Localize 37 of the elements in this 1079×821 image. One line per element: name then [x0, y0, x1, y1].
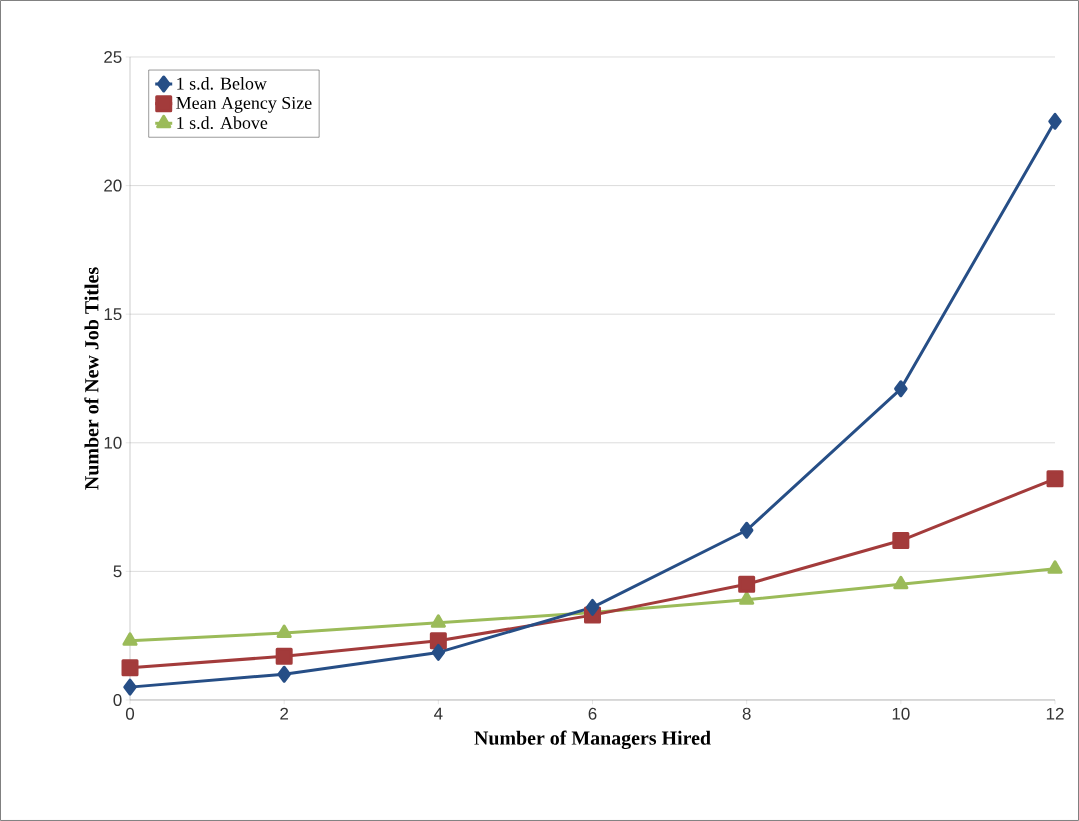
y-tick-label: 10 [104, 436, 122, 449]
point [429, 632, 447, 650]
point [431, 643, 446, 661]
y-axis-title: Number of New Job Titles [84, 267, 99, 490]
point [1046, 470, 1064, 488]
x-tick-label: 2 [280, 707, 289, 720]
point [1048, 112, 1062, 130]
point [1047, 560, 1063, 574]
point [738, 575, 756, 593]
legend-label: 1 s.d. Below [177, 77, 267, 90]
point [276, 624, 292, 639]
x-tick-label: 4 [434, 707, 443, 720]
point [739, 591, 755, 605]
point [739, 521, 754, 539]
legend-label: Mean Agency Size [176, 96, 312, 113]
point [275, 647, 293, 665]
y-tick-label: 25 [104, 50, 122, 63]
y-tick-label: 15 [104, 308, 122, 321]
point [585, 598, 600, 616]
point [430, 614, 446, 628]
x-axis-title: Number of Managers Hired [474, 730, 711, 750]
x-tick-label: 6 [588, 707, 597, 720]
point [894, 380, 908, 398]
y-tick-label: 20 [104, 179, 122, 192]
x-tick-label: 12 [1046, 707, 1064, 720]
legend-label: 1 s.d. Above [177, 116, 268, 130]
point [893, 575, 909, 590]
point [123, 678, 137, 696]
x-tick-label: 10 [892, 707, 910, 720]
y-tick-label: 0 [113, 693, 122, 706]
point [892, 532, 910, 550]
x-tick-label: 8 [742, 707, 751, 720]
y-tick-label: 5 [113, 565, 122, 578]
point [122, 632, 138, 646]
point [277, 665, 291, 683]
point [121, 659, 139, 677]
x-tick-label: 0 [125, 707, 135, 720]
